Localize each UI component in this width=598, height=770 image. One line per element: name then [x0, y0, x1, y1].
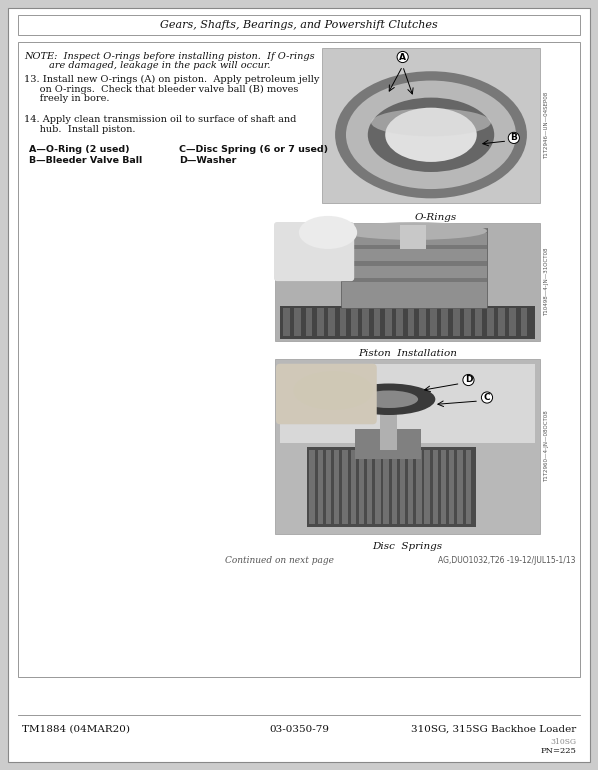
Bar: [359, 450, 364, 524]
Text: 310SG, 315SG Backhoe Loader: 310SG, 315SG Backhoe Loader: [411, 725, 576, 734]
Text: Disc  Springs: Disc Springs: [373, 542, 443, 551]
Bar: [464, 308, 471, 336]
Bar: [306, 308, 312, 336]
Bar: [355, 429, 421, 459]
Text: PN=225: PN=225: [540, 747, 576, 755]
Bar: [521, 308, 527, 336]
Text: 310SG: 310SG: [550, 738, 576, 746]
Bar: [380, 394, 397, 450]
Text: O-Rings: O-Rings: [415, 213, 457, 222]
Bar: [294, 308, 301, 336]
Text: are damaged, leakage in the pack will occur.: are damaged, leakage in the pack will oc…: [24, 62, 270, 71]
Bar: [430, 308, 437, 336]
Text: D—Washer: D—Washer: [179, 156, 236, 165]
Bar: [399, 225, 426, 249]
Text: A: A: [399, 52, 406, 62]
Text: T10498—4-JN—31OCT08: T10498—4-JN—31OCT08: [544, 248, 549, 316]
Ellipse shape: [346, 81, 516, 189]
Text: B: B: [511, 133, 517, 142]
Text: 14. Apply clean transmission oil to surface of shaft and: 14. Apply clean transmission oil to surf…: [24, 115, 297, 124]
FancyBboxPatch shape: [276, 363, 377, 424]
Bar: [326, 450, 331, 524]
Ellipse shape: [385, 108, 477, 162]
Text: 13. Install new O-rings (A) on piston.  Apply petroleum jelly: 13. Install new O-rings (A) on piston. A…: [24, 75, 319, 84]
Ellipse shape: [371, 109, 491, 136]
Bar: [416, 450, 422, 524]
Bar: [453, 308, 460, 336]
Bar: [309, 450, 315, 524]
Text: T1T2946—UN—04SEP08: T1T2946—UN—04SEP08: [544, 92, 549, 159]
Bar: [275, 359, 540, 534]
Text: NOTE:  Inspect O-rings before installing piston.  If O-rings: NOTE: Inspect O-rings before installing …: [24, 52, 315, 61]
Text: 03-0350-79: 03-0350-79: [269, 725, 329, 734]
Bar: [341, 228, 487, 308]
Text: B—Bleeder Valve Ball: B—Bleeder Valve Ball: [29, 156, 142, 165]
Text: C—Disc Spring (6 or 7 used): C—Disc Spring (6 or 7 used): [179, 145, 328, 154]
Bar: [475, 308, 482, 336]
Bar: [400, 450, 405, 524]
Bar: [367, 450, 373, 524]
Bar: [441, 308, 448, 336]
Ellipse shape: [335, 72, 527, 199]
Bar: [419, 308, 426, 336]
Bar: [18, 15, 580, 35]
Bar: [342, 450, 347, 524]
Text: TM1884 (04MAR20): TM1884 (04MAR20): [22, 725, 130, 734]
Text: on O-rings.  Check that bleeder valve ball (B) moves: on O-rings. Check that bleeder valve bal…: [24, 85, 298, 94]
Bar: [498, 308, 505, 336]
Bar: [487, 308, 493, 336]
Bar: [280, 306, 535, 339]
Bar: [408, 450, 413, 524]
Bar: [396, 308, 403, 336]
Bar: [449, 450, 454, 524]
Bar: [457, 450, 463, 524]
Bar: [341, 277, 487, 283]
Text: freely in bore.: freely in bore.: [24, 94, 109, 103]
Bar: [407, 308, 414, 336]
Bar: [425, 450, 430, 524]
Text: T1T2960—4-JN—08OCT08: T1T2960—4-JN—08OCT08: [544, 410, 549, 482]
Text: Continued on next page: Continued on next page: [225, 556, 334, 565]
Bar: [465, 450, 471, 524]
Text: Piston  Installation: Piston Installation: [358, 349, 457, 358]
Bar: [341, 228, 487, 233]
Bar: [275, 223, 540, 341]
FancyBboxPatch shape: [274, 222, 354, 281]
Bar: [340, 308, 346, 336]
Bar: [385, 308, 392, 336]
Ellipse shape: [343, 383, 435, 415]
Bar: [374, 308, 380, 336]
Bar: [283, 308, 290, 336]
Bar: [441, 450, 446, 524]
Bar: [317, 308, 324, 336]
Bar: [334, 450, 340, 524]
Bar: [509, 308, 516, 336]
Ellipse shape: [341, 223, 487, 239]
Ellipse shape: [368, 98, 494, 172]
Text: C: C: [484, 393, 490, 402]
Ellipse shape: [299, 216, 357, 249]
Text: Gears, Shafts, Bearings, and Powershift Clutches: Gears, Shafts, Bearings, and Powershift …: [160, 21, 438, 31]
Bar: [362, 308, 369, 336]
Bar: [341, 261, 487, 266]
Text: hub.  Install piston.: hub. Install piston.: [24, 125, 136, 133]
Bar: [375, 450, 380, 524]
Ellipse shape: [360, 390, 418, 408]
Bar: [392, 450, 397, 524]
Text: A—O-Ring (2 used): A—O-Ring (2 used): [29, 145, 130, 154]
Text: AG,DUO1032,T26 -19-12/JUL15-1/13: AG,DUO1032,T26 -19-12/JUL15-1/13: [438, 556, 575, 565]
Bar: [433, 450, 438, 524]
Bar: [318, 450, 323, 524]
Bar: [18, 42, 580, 677]
Bar: [351, 308, 358, 336]
Bar: [341, 245, 487, 249]
Ellipse shape: [294, 371, 373, 410]
Bar: [350, 450, 356, 524]
Bar: [328, 308, 335, 336]
Bar: [322, 48, 540, 203]
Bar: [307, 447, 477, 527]
Bar: [383, 450, 389, 524]
Bar: [280, 364, 535, 443]
Text: D: D: [465, 376, 472, 384]
